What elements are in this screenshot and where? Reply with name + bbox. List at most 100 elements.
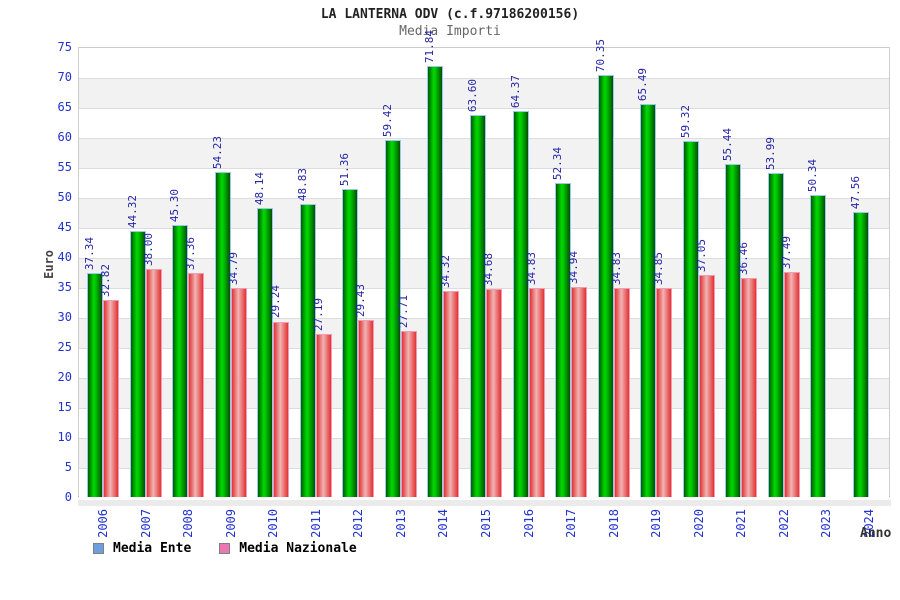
- x-tick-label-2008: 2008: [181, 509, 196, 538]
- bar-value-label: 48.83: [295, 167, 309, 202]
- gridline: [79, 78, 889, 79]
- bar-value-label: 37.34: [83, 236, 96, 270]
- media-ente-bar: [384, 140, 401, 497]
- media-nazionale-bar: [656, 287, 673, 497]
- media-ente-bar: [470, 115, 486, 497]
- bar-value-label: 53.99: [763, 136, 777, 171]
- bar-value-label: 55.44: [721, 128, 735, 162]
- bar-value-label: 38.00: [141, 232, 155, 266]
- y-tick-label: 25: [57, 340, 72, 354]
- media-ente-bar: [555, 182, 572, 497]
- media-ente-bar: [682, 141, 699, 497]
- bar-value-label: 29.24: [269, 285, 283, 319]
- x-tick-label-2013: 2013: [393, 509, 408, 538]
- media-ente-swatch-icon: [93, 543, 104, 554]
- chart-title: LA LANTERNA ODV (c.f.97186200156): [320, 7, 580, 22]
- y-tick-label: 55: [57, 160, 72, 174]
- bar-value-label: 34.94: [567, 251, 581, 285]
- y-tick-label: 50: [57, 190, 72, 204]
- x-tick-label-2020: 2020: [691, 509, 706, 538]
- media-nazionale-bar: [188, 272, 205, 497]
- media-nazionale-bar: [741, 278, 758, 497]
- bar-value-label: 47.56: [849, 175, 862, 209]
- bar-value-label: 27.19: [311, 297, 325, 331]
- y-tick-label: 35: [57, 280, 72, 294]
- legend-item-media-ente: Media Ente: [93, 541, 191, 556]
- y-tick-label: 15: [57, 400, 72, 414]
- media-ente-bar: [299, 204, 316, 497]
- media-ente-bar: [87, 272, 103, 497]
- bar-value-label: 34.85: [652, 251, 666, 285]
- bar-value-label: 70.35: [593, 38, 607, 72]
- x-tick-label-2006: 2006: [96, 509, 110, 538]
- bar-value-label: 34.83: [524, 251, 538, 286]
- legend-item-media-nazionale: Media Nazionale: [219, 541, 357, 556]
- media-ente-bar: [767, 173, 784, 497]
- media-nazionale-bar: [528, 288, 545, 497]
- plot-band: [79, 48, 889, 78]
- bar-value-label: 34.79: [226, 252, 240, 286]
- plot-band: [79, 78, 889, 108]
- y-tick-label: 20: [57, 370, 72, 384]
- x-tick-label-2018: 2018: [606, 509, 621, 538]
- media-nazionale-bar: [698, 274, 715, 497]
- bar-value-label: 37.36: [184, 236, 198, 270]
- media-ente-bar: [597, 74, 614, 497]
- bar-value-label: 37.05: [694, 238, 708, 272]
- y-axis-title: Euro: [42, 250, 56, 279]
- bar-value-label: 59.42: [380, 104, 394, 138]
- media-nazionale-bar: [613, 288, 630, 497]
- x-tick-label-2016: 2016: [521, 509, 536, 538]
- x-tick-label-2009: 2009: [223, 509, 238, 538]
- bar-value-label: 36.46: [737, 242, 751, 276]
- bar-value-label: 45.30: [168, 189, 182, 223]
- media-nazionale-bar: [273, 321, 290, 497]
- media-ente-bar: [427, 65, 444, 497]
- media-ente-bar: [640, 104, 657, 497]
- media-nazionale-bar: [571, 287, 588, 497]
- x-axis-title: Anno: [860, 526, 892, 541]
- media-nazionale-bar: [145, 269, 162, 497]
- bar-value-label: 64.37: [508, 74, 522, 108]
- media-ente-bar: [214, 171, 231, 497]
- bar-value-label: 50.34: [806, 158, 820, 192]
- y-tick-label: 45: [57, 220, 72, 234]
- bar-value-label: 48.14: [253, 172, 267, 206]
- bar-value-label: 34.32: [439, 254, 453, 289]
- y-tick-label: 40: [57, 250, 72, 264]
- x-tick-label-2015: 2015: [479, 509, 493, 538]
- media-nazionale-bar: [486, 288, 502, 497]
- legend-label-media-ente: Media Ente: [113, 541, 192, 556]
- x-tick-label-2012: 2012: [351, 509, 366, 538]
- bar-value-label: 65.49: [636, 67, 650, 102]
- media-nazionale-bar: [103, 300, 119, 497]
- media-nazionale-swatch-icon: [219, 543, 231, 554]
- y-tick-label: 75: [57, 40, 72, 54]
- chart-subtitle: Media Importi: [399, 24, 501, 39]
- y-tick-label: 30: [57, 310, 72, 324]
- media-ente-bar: [342, 188, 359, 497]
- media-ente-bar: [172, 225, 189, 497]
- legend: Media Ente Media Nazionale: [93, 541, 357, 556]
- x-tick-label-2021: 2021: [734, 509, 749, 538]
- media-nazionale-bar: [358, 320, 375, 497]
- y-tick-label: 10: [57, 430, 72, 444]
- x-tick-label-2011: 2011: [308, 509, 323, 538]
- legend-label-media-nazionale: Media Nazionale: [239, 541, 357, 556]
- media-ente-bar: [810, 194, 827, 497]
- bar-value-label: 44.32: [125, 194, 139, 229]
- bar-value-label: 34.68: [482, 252, 495, 286]
- y-tick-label: 60: [57, 130, 72, 144]
- media-ente-bar: [129, 231, 146, 497]
- bar-value-label: 29.43: [354, 284, 368, 318]
- gridline: [79, 108, 889, 109]
- media-nazionale-bar: [400, 330, 417, 497]
- bar-value-label: 27.71: [396, 294, 410, 328]
- media-ente-bar: [725, 164, 742, 497]
- bar-value-label: 63.60: [466, 79, 479, 113]
- y-tick-label: 5: [64, 460, 72, 474]
- bar-value-label: 34.83: [609, 251, 623, 286]
- x-tick-label-2023: 2023: [819, 509, 834, 538]
- y-tick-label: 70: [57, 70, 72, 84]
